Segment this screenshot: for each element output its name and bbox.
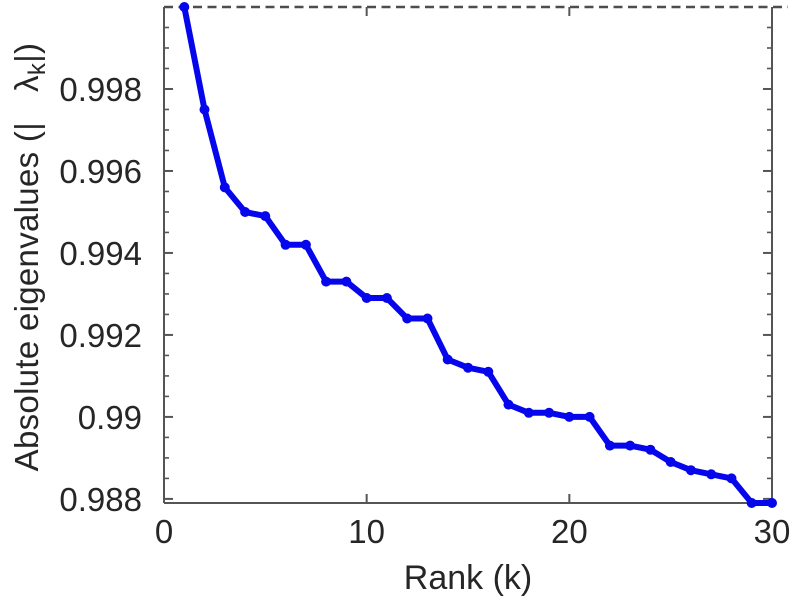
lambda-subscript: k xyxy=(24,62,51,76)
data-point-marker xyxy=(463,362,473,373)
x-tick-label: 0 xyxy=(155,513,173,550)
data-point-marker xyxy=(402,313,413,324)
x-axis-title-text: Rank (k) xyxy=(404,559,532,597)
data-point-marker xyxy=(746,498,757,508)
data-point-marker xyxy=(665,457,676,467)
x-tick-label: 30 xyxy=(754,513,790,550)
y-tick-label: 0.994 xyxy=(59,235,142,272)
x-tick-label: 10 xyxy=(348,513,385,550)
y-axis-title-suffix: |) xyxy=(8,42,45,63)
data-point-marker xyxy=(240,207,251,217)
data-point-marker xyxy=(260,211,271,222)
y-tick-label: 0.99 xyxy=(78,399,142,436)
data-point-marker xyxy=(341,276,352,287)
y-tick-label: 0.992 xyxy=(59,317,142,354)
data-point-marker xyxy=(300,239,311,250)
data-point-marker xyxy=(199,104,210,115)
data-point-marker xyxy=(280,239,291,250)
y-tick-label: 0.996 xyxy=(59,153,142,190)
data-point-marker xyxy=(544,407,555,418)
data-point-marker xyxy=(361,293,372,303)
data-point-marker xyxy=(685,465,696,476)
data-point-marker xyxy=(442,354,453,365)
data-point-marker xyxy=(726,473,737,484)
y-tick-label: 0.998 xyxy=(59,71,142,108)
data-point-marker xyxy=(604,440,615,451)
data-point-marker xyxy=(422,313,433,324)
data-point-marker xyxy=(767,498,777,508)
y-axis-title-prefix: Absolute eigenvalues (| xyxy=(8,121,45,472)
y-axis-title: Absolute eigenvalues (| λk|) xyxy=(8,42,51,472)
lambda-symbol: λ xyxy=(8,75,45,92)
eigenvalue-line xyxy=(181,4,775,506)
data-point-marker xyxy=(584,411,595,422)
data-point-marker xyxy=(321,276,332,287)
y-tick-label: 0.988 xyxy=(59,481,142,518)
data-point-marker xyxy=(645,444,656,455)
x-tick-label: 20 xyxy=(551,513,588,550)
data-point-marker xyxy=(219,182,230,193)
data-point-marker xyxy=(483,366,494,377)
data-point-marker xyxy=(179,2,190,12)
data-point-marker xyxy=(381,293,392,303)
data-point-marker xyxy=(523,407,534,418)
data-point-marker xyxy=(625,440,636,451)
data-point-marker xyxy=(503,399,514,410)
data-point-marker xyxy=(706,469,717,480)
data-point-marker xyxy=(564,411,575,422)
